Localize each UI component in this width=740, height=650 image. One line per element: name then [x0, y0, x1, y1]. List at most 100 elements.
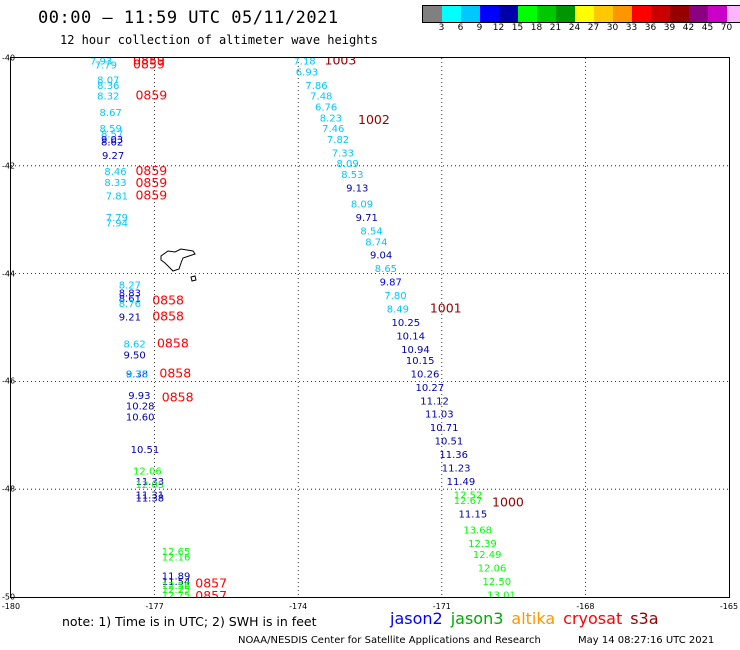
- color-scale-tick: 30: [606, 23, 619, 33]
- wave-height-value: 9.38: [126, 369, 148, 380]
- wave-height-value: 10.51: [131, 445, 160, 456]
- wave-height-value: 8.33: [104, 178, 126, 189]
- longitude-label: -171: [432, 602, 451, 611]
- color-swatch: [423, 6, 442, 22]
- longitude-label: -168: [576, 602, 595, 611]
- wave-height-value: 8.61: [119, 294, 141, 305]
- color-scale-tick: 6: [457, 23, 464, 33]
- color-scale-tick: 36: [644, 23, 657, 33]
- wave-height-value: 8.36: [97, 81, 119, 92]
- color-swatch: [518, 6, 537, 22]
- wave-height-value: 6.76: [315, 103, 337, 114]
- color-scale-tick: 70: [720, 23, 733, 33]
- color-swatch: [632, 6, 651, 22]
- wave-height-value: 12.67: [454, 496, 483, 507]
- wave-height-value: 11.33: [135, 477, 164, 488]
- wave-height-value: 11.54: [162, 577, 191, 588]
- color-swatch: [499, 6, 518, 22]
- wave-height-value: 11.89: [162, 571, 191, 582]
- wave-height-value: 8.32: [97, 92, 119, 103]
- latitude-label: -48: [2, 484, 16, 494]
- wave-height-value: 7.48: [310, 92, 332, 103]
- map-canvas: 7.937.798.078.368.328.678.598.579.038.62…: [11, 53, 729, 615]
- wave-height-value: 7.93: [90, 58, 112, 68]
- wave-height-value: 10.15: [406, 356, 435, 367]
- wave-height-value: 9.71: [356, 213, 378, 224]
- wave-height-value: 11.03: [425, 410, 454, 421]
- wave-height-value: 9.21: [119, 313, 141, 324]
- wave-height-value: 10.51: [435, 437, 464, 448]
- wave-height-value: 12.75: [162, 590, 191, 597]
- wave-height-value: 11.49: [447, 477, 476, 488]
- pass-time-label: 0859: [133, 58, 165, 71]
- wave-height-value: 8.74: [365, 237, 387, 248]
- wave-height-value: 7.79: [95, 60, 117, 71]
- pass-time-label: 0858: [152, 293, 184, 308]
- color-swatch: [480, 6, 499, 22]
- map-title: 00:00 – 11:59 UTC 05/11/2021: [38, 8, 339, 28]
- wave-height-value: 9.50: [123, 350, 145, 361]
- wave-height-value: 12.52: [454, 491, 483, 502]
- wave-height-value: 12.56: [162, 581, 191, 592]
- wave-height-value: 13.68: [463, 526, 492, 537]
- wave-height-value: 10.71: [430, 423, 459, 434]
- pass-time-label: 0859: [135, 175, 167, 190]
- footnote: note: 1) Time is in UTC; 2) SWH is in fe…: [62, 614, 317, 629]
- pass-time-label: 1002: [358, 112, 390, 127]
- color-scale-tick: 12: [492, 23, 505, 33]
- pass-time-label: 1001: [430, 301, 462, 316]
- color-swatch: [651, 6, 670, 22]
- latitude-label: -50: [2, 592, 16, 602]
- color-scale-tick: 21: [549, 23, 562, 33]
- pass-time-label: 0859: [135, 187, 167, 202]
- color-scale-tick: 42: [682, 23, 695, 33]
- satellite-legend: jason2 jason3 altika cryosat s3a: [390, 609, 659, 628]
- color-scale-tick: 24: [568, 23, 581, 33]
- legend-item-jason3: jason3: [450, 609, 504, 628]
- color-swatch: [594, 6, 613, 22]
- pitt-island-shape: [190, 275, 197, 282]
- wave-height-value: 12.65: [162, 547, 191, 558]
- legend-item-cryosat: cryosat: [563, 609, 623, 628]
- wave-height-value: 10.60: [126, 412, 155, 423]
- legend-item-jason2: jason2: [390, 609, 443, 628]
- wave-height-value: 8.53: [341, 170, 363, 181]
- color-scale-tick: 18: [530, 23, 543, 33]
- color-swatch: [556, 6, 575, 22]
- wave-height-value: 8.54: [360, 226, 382, 237]
- map-subtitle: 12 hour collection of altimeter wave hei…: [60, 33, 378, 47]
- latitude-label: -40: [2, 53, 16, 63]
- color-swatch: [670, 6, 689, 22]
- pass-time-label: 1000: [492, 495, 524, 510]
- wave-height-value: 7.80: [384, 291, 406, 302]
- wave-height-value: 10.25: [392, 318, 421, 329]
- wave-height-value: 8.83: [119, 288, 141, 299]
- wave-height-value: 10.14: [396, 332, 425, 343]
- credit-line: NOAA/NESDIS Center for Satellite Applica…: [238, 635, 541, 646]
- pass-time-label: 0858: [152, 309, 184, 324]
- color-swatch: [689, 6, 708, 22]
- wave-height-value: 11.15: [459, 509, 488, 520]
- wave-height-value: 8.62: [123, 340, 145, 351]
- legend-item-s3a: s3a: [630, 609, 659, 628]
- latitude-label: -42: [2, 161, 16, 171]
- wave-height-value: 8.09: [351, 200, 373, 211]
- pass-time-label: 1003: [325, 58, 357, 68]
- color-scale-tick: 39: [663, 23, 676, 33]
- wave-height-value: 7.46: [322, 124, 344, 135]
- color-swatch: [727, 6, 740, 22]
- wave-height-value: 12.06: [478, 563, 507, 574]
- color-scale-tick: 15: [511, 23, 524, 33]
- longitude-label: -174: [289, 602, 308, 611]
- wave-height-value: 12.49: [473, 550, 502, 561]
- longitude-label: -177: [145, 602, 164, 611]
- wave-height-value: 7.82: [327, 135, 349, 146]
- wave-height-value: 8.49: [387, 305, 409, 316]
- color-swatch: [708, 6, 727, 22]
- wave-height-value: 11.12: [420, 396, 449, 407]
- latitude-label: -44: [2, 269, 16, 279]
- wave-height-value: 8.07: [97, 76, 119, 87]
- longitude-label: -165: [719, 602, 739, 611]
- wave-height-value: 8.23: [320, 113, 342, 124]
- wave-height-value: 8.46: [104, 167, 126, 178]
